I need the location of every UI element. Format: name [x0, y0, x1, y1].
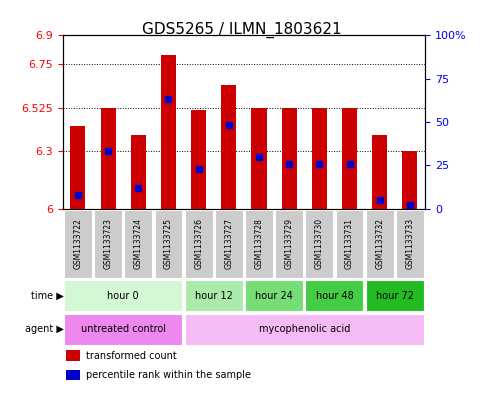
Text: time ▶: time ▶	[30, 291, 63, 301]
FancyBboxPatch shape	[275, 210, 303, 277]
FancyBboxPatch shape	[245, 210, 273, 277]
Bar	[312, 108, 327, 209]
FancyBboxPatch shape	[245, 280, 303, 311]
FancyBboxPatch shape	[64, 314, 183, 345]
Text: hour 24: hour 24	[255, 291, 293, 301]
Text: GSM1133722: GSM1133722	[73, 219, 83, 269]
Text: GSM1133732: GSM1133732	[375, 219, 384, 269]
Text: GSM1133723: GSM1133723	[103, 219, 113, 269]
FancyBboxPatch shape	[185, 210, 213, 277]
Text: hour 0: hour 0	[107, 291, 139, 301]
FancyBboxPatch shape	[185, 314, 424, 345]
Text: untreated control: untreated control	[81, 324, 166, 334]
FancyBboxPatch shape	[366, 210, 394, 277]
Text: GSM1133730: GSM1133730	[315, 218, 324, 269]
Text: GDS5265 / ILMN_1803621: GDS5265 / ILMN_1803621	[142, 22, 341, 38]
Bar	[67, 350, 80, 361]
FancyBboxPatch shape	[64, 280, 183, 311]
FancyBboxPatch shape	[64, 210, 92, 277]
Bar	[71, 126, 85, 209]
Bar	[252, 108, 267, 209]
Bar	[191, 110, 206, 209]
Bar	[282, 108, 297, 209]
Bar	[221, 85, 236, 209]
Text: agent ▶: agent ▶	[25, 324, 63, 334]
FancyBboxPatch shape	[306, 210, 333, 277]
FancyBboxPatch shape	[366, 280, 424, 311]
Bar	[342, 108, 357, 209]
Text: GSM1133727: GSM1133727	[224, 219, 233, 269]
Text: GSM1133724: GSM1133724	[134, 219, 143, 269]
Text: GSM1133733: GSM1133733	[405, 218, 414, 269]
FancyBboxPatch shape	[94, 210, 122, 277]
Bar	[67, 369, 80, 380]
FancyBboxPatch shape	[155, 210, 183, 277]
Text: GSM1133726: GSM1133726	[194, 219, 203, 269]
Text: GSM1133731: GSM1133731	[345, 219, 354, 269]
Bar	[161, 55, 176, 209]
Text: GSM1133728: GSM1133728	[255, 219, 264, 269]
FancyBboxPatch shape	[185, 280, 242, 311]
Text: hour 12: hour 12	[195, 291, 233, 301]
Text: transformed count: transformed count	[85, 351, 176, 360]
FancyBboxPatch shape	[396, 210, 424, 277]
Bar	[100, 108, 115, 209]
Bar	[402, 151, 417, 209]
FancyBboxPatch shape	[215, 210, 242, 277]
Text: percentile rank within the sample: percentile rank within the sample	[85, 370, 251, 380]
FancyBboxPatch shape	[125, 210, 152, 277]
Text: hour 72: hour 72	[376, 291, 414, 301]
Bar	[131, 136, 146, 209]
Text: mycophenolic acid: mycophenolic acid	[258, 324, 350, 334]
FancyBboxPatch shape	[336, 210, 364, 277]
Text: GSM1133725: GSM1133725	[164, 219, 173, 269]
Bar	[372, 136, 387, 209]
Text: GSM1133729: GSM1133729	[284, 219, 294, 269]
Text: hour 48: hour 48	[315, 291, 354, 301]
FancyBboxPatch shape	[306, 280, 364, 311]
